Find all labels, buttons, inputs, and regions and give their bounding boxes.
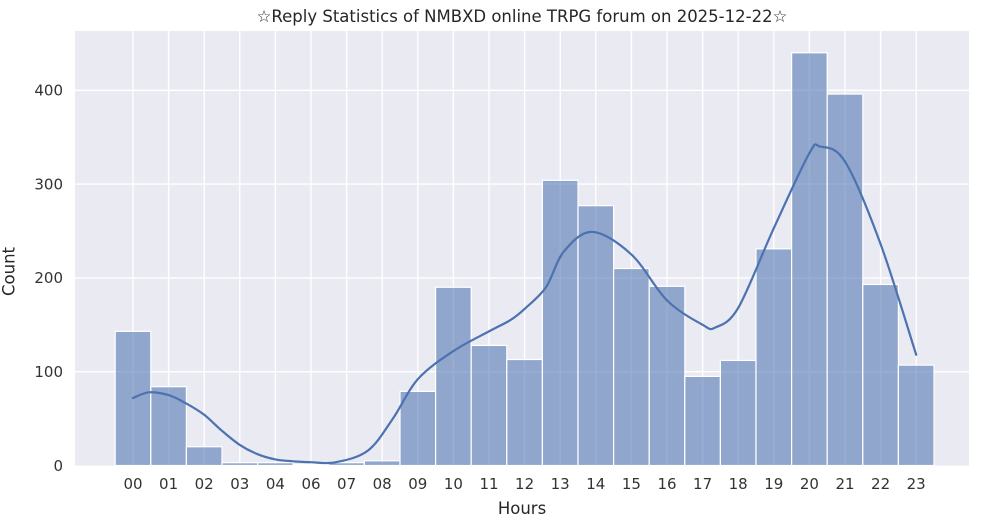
bar-hour-01 (150, 386, 188, 467)
x-tick-label-15: 15 (622, 475, 641, 493)
x-tick-label-17: 17 (693, 475, 712, 493)
x-tick-label-20: 20 (800, 475, 819, 493)
y-axis-label-text: Count (0, 246, 18, 297)
bar-hour-06 (292, 463, 330, 467)
bar-hour-16 (648, 285, 686, 467)
y-tick-label-100: 100 (34, 363, 63, 381)
bar-hour-13 (541, 179, 579, 467)
x-tick-label-21: 21 (835, 475, 854, 493)
x-tick-label-12: 12 (515, 475, 534, 493)
x-tick-label-11: 11 (479, 475, 498, 493)
x-tick-label-01: 01 (159, 475, 178, 493)
bar-hour-15 (612, 267, 650, 467)
bar-hour-04 (257, 462, 294, 467)
bar-hour-03 (221, 462, 259, 467)
x-axis-label: Hours (497, 499, 547, 518)
bar-hour-17 (684, 375, 721, 467)
x-tick-label-14: 14 (586, 475, 605, 493)
bar-hour-20 (790, 52, 828, 467)
bar-hour-10 (435, 286, 472, 467)
x-tick-label-10: 10 (444, 475, 463, 493)
bar-hour-18 (719, 359, 757, 467)
kde-curve (131, 143, 918, 465)
chart-title: ☆Reply Statistics of NMBXD online TRPG f… (256, 7, 788, 26)
x-tick-label-13: 13 (551, 475, 570, 493)
x-tick-label-22: 22 (871, 475, 890, 493)
y-tick-label-300: 300 (34, 175, 63, 193)
bar-hour-14 (577, 205, 615, 467)
y-tick-label-0: 0 (53, 457, 63, 475)
x-tick-label-07: 07 (337, 475, 356, 493)
bar-hour-22 (862, 283, 899, 467)
bar-hour-11 (470, 344, 508, 467)
x-tick-label-06: 06 (301, 475, 320, 493)
bar-hour-19 (755, 248, 793, 467)
x-tick-label-18: 18 (729, 475, 748, 493)
bar-hour-23 (897, 364, 935, 467)
bar-hour-21 (826, 93, 864, 467)
bar-hour-08 (363, 460, 401, 467)
x-tick-label-16: 16 (657, 475, 676, 493)
x-tick-label-04: 04 (266, 475, 285, 493)
x-tick-label-23: 23 (907, 475, 926, 493)
y-tick-label-400: 400 (34, 82, 63, 100)
bar-hour-02 (185, 446, 223, 467)
x-tick-label-00: 00 (123, 475, 142, 493)
bar-hour-12 (506, 358, 543, 467)
x-tick-label-03: 03 (230, 475, 249, 493)
x-tick-label-19: 19 (764, 475, 783, 493)
x-tick-label-08: 08 (373, 475, 392, 493)
x-tick-label-09: 09 (408, 475, 427, 493)
x-tick-label-02: 02 (195, 475, 214, 493)
bar-hour-09 (399, 390, 437, 467)
y-tick-label-200: 200 (34, 269, 63, 287)
